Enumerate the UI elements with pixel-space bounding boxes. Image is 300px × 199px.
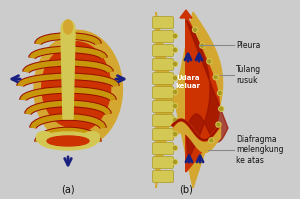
FancyBboxPatch shape	[152, 59, 173, 70]
Circle shape	[173, 161, 176, 164]
Ellipse shape	[61, 28, 75, 40]
Circle shape	[207, 59, 212, 64]
FancyBboxPatch shape	[152, 30, 173, 43]
Circle shape	[200, 43, 205, 48]
Circle shape	[208, 60, 211, 63]
Circle shape	[172, 117, 178, 123]
Polygon shape	[156, 12, 223, 188]
Circle shape	[173, 62, 176, 65]
Circle shape	[216, 122, 221, 127]
FancyBboxPatch shape	[152, 17, 173, 28]
Circle shape	[173, 76, 176, 79]
Ellipse shape	[61, 20, 75, 38]
Circle shape	[173, 133, 176, 136]
Ellipse shape	[64, 20, 73, 34]
Circle shape	[173, 104, 176, 107]
Circle shape	[214, 76, 217, 79]
FancyBboxPatch shape	[152, 114, 173, 127]
Circle shape	[194, 28, 196, 31]
Ellipse shape	[39, 132, 97, 150]
Polygon shape	[34, 30, 122, 148]
Circle shape	[220, 107, 223, 110]
FancyBboxPatch shape	[152, 142, 173, 154]
Circle shape	[193, 27, 198, 32]
Ellipse shape	[36, 132, 56, 146]
Circle shape	[219, 106, 224, 111]
Polygon shape	[180, 10, 192, 18]
FancyBboxPatch shape	[152, 129, 173, 140]
Text: Pleura: Pleura	[236, 41, 260, 50]
Text: Diafragma
melengkung
ke atas: Diafragma melengkung ke atas	[236, 135, 284, 165]
Polygon shape	[186, 14, 219, 172]
Circle shape	[172, 160, 178, 165]
Circle shape	[172, 75, 178, 81]
Circle shape	[173, 118, 176, 122]
FancyBboxPatch shape	[152, 171, 173, 182]
Circle shape	[172, 61, 178, 66]
FancyBboxPatch shape	[152, 156, 173, 169]
Ellipse shape	[80, 132, 100, 146]
Circle shape	[218, 92, 221, 95]
Circle shape	[201, 44, 204, 47]
Circle shape	[173, 34, 176, 37]
Circle shape	[172, 48, 178, 53]
Circle shape	[213, 75, 218, 80]
Circle shape	[173, 49, 176, 52]
Circle shape	[210, 139, 213, 142]
Circle shape	[218, 91, 223, 96]
Polygon shape	[186, 20, 228, 160]
FancyBboxPatch shape	[152, 72, 173, 85]
Ellipse shape	[47, 136, 89, 146]
Circle shape	[172, 90, 178, 95]
Circle shape	[209, 138, 214, 143]
Circle shape	[173, 146, 176, 149]
Text: Tulang
rusuk: Tulang rusuk	[236, 65, 261, 85]
FancyBboxPatch shape	[152, 87, 173, 99]
Polygon shape	[42, 42, 111, 132]
Text: (a): (a)	[61, 184, 75, 194]
FancyBboxPatch shape	[152, 45, 173, 57]
Polygon shape	[61, 34, 75, 119]
Circle shape	[172, 103, 178, 108]
Circle shape	[172, 145, 178, 150]
Circle shape	[172, 132, 178, 137]
Circle shape	[173, 91, 176, 94]
Text: Udara
keluar: Udara keluar	[176, 75, 200, 89]
Circle shape	[217, 123, 220, 126]
FancyBboxPatch shape	[152, 100, 173, 112]
Circle shape	[172, 33, 178, 38]
Text: (b): (b)	[179, 184, 193, 194]
